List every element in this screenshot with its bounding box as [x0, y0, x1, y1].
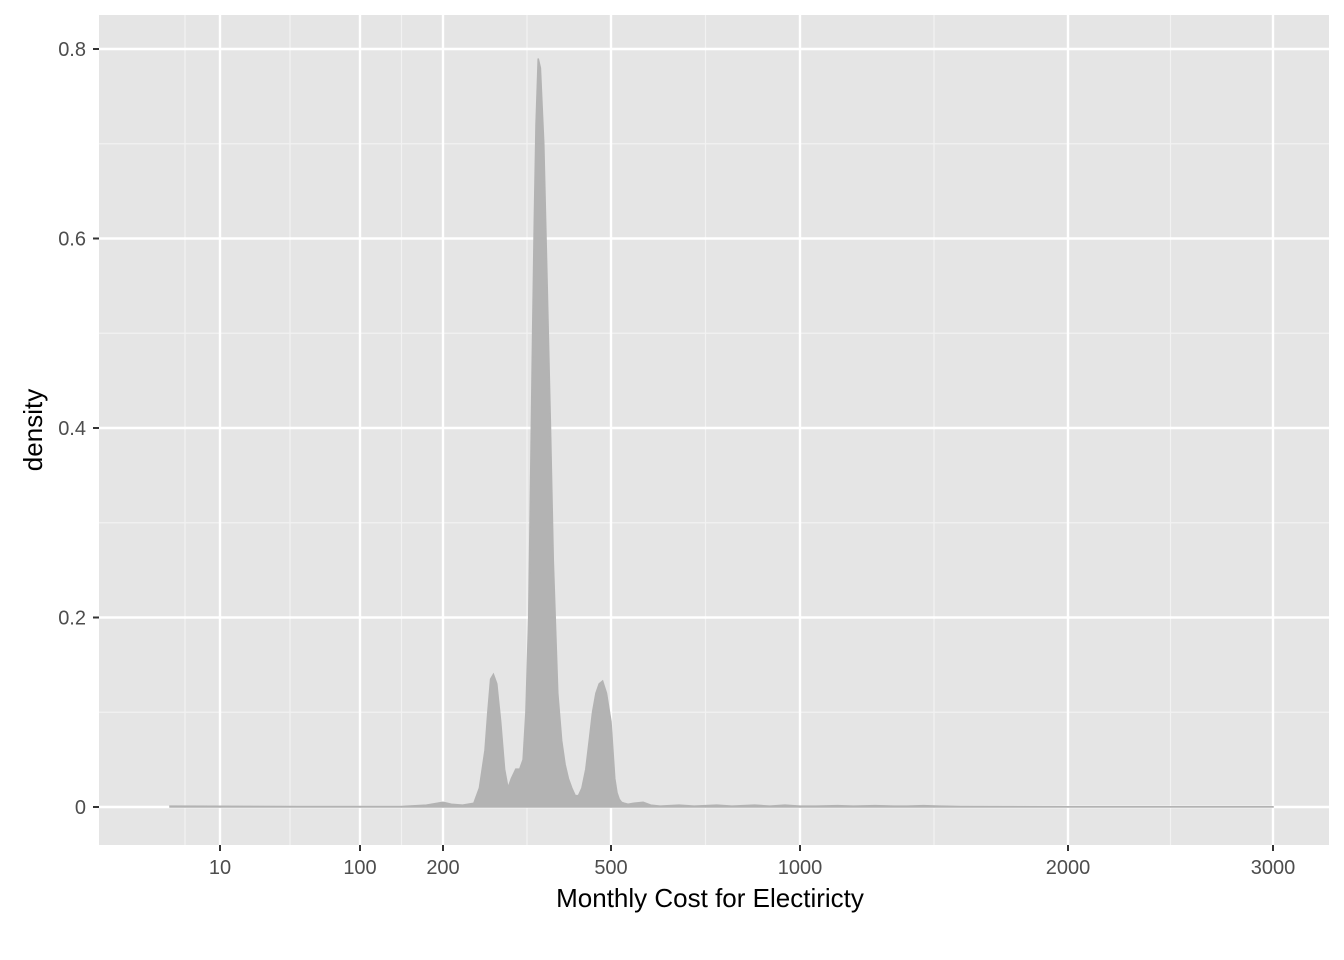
y-tick-label: 0.4 — [58, 418, 86, 440]
y-tick-label: 0.8 — [58, 39, 86, 61]
x-axis-title: Monthly Cost for Electiricty — [556, 883, 864, 913]
x-tick-label: 2000 — [1046, 857, 1091, 879]
x-tick-label: 200 — [426, 857, 459, 879]
y-tick-label: 0.6 — [58, 229, 86, 251]
x-tick-label: 500 — [594, 857, 627, 879]
x-tick-label: 1000 — [778, 857, 823, 879]
x-tick-label: 10 — [209, 857, 231, 879]
density-area-layer — [169, 58, 1274, 808]
x-tick-label: 100 — [343, 857, 376, 879]
y-axis-title: density — [18, 389, 48, 471]
x-axis-ticks: 10 100 200 500 1000 2000 3000 — [209, 845, 1295, 879]
y-axis-ticks: 0 0.2 0.4 0.6 0.8 — [58, 39, 99, 819]
minor-gridlines — [99, 15, 1329, 845]
plot-panel — [99, 15, 1329, 845]
y-tick-label: 0 — [75, 797, 86, 819]
x-tick-label: 3000 — [1251, 857, 1296, 879]
density-area — [169, 58, 1274, 808]
y-tick-label: 0.2 — [58, 608, 86, 630]
